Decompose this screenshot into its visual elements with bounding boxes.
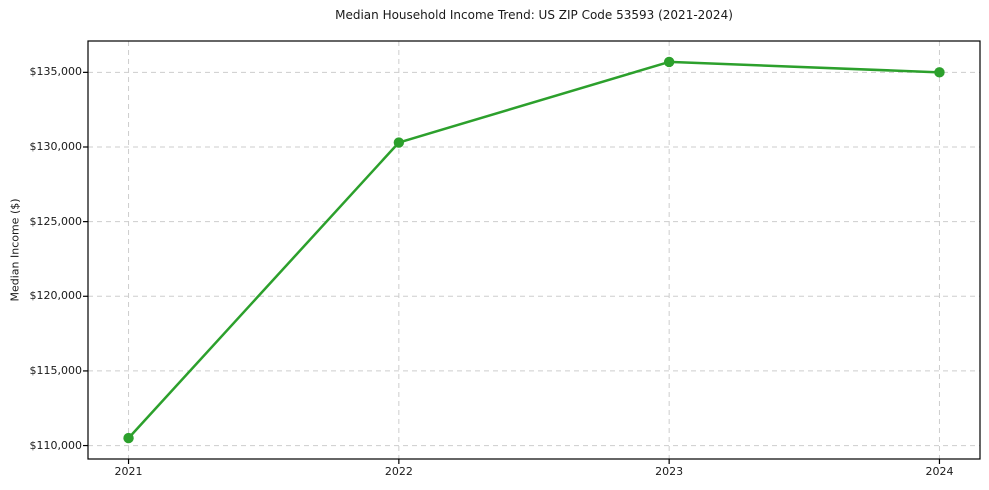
data-point-marker bbox=[393, 137, 405, 148]
x-tick-label: 2021 bbox=[114, 465, 143, 478]
x-tick-label: 2022 bbox=[384, 465, 413, 478]
x-tick-label: 2023 bbox=[655, 465, 684, 478]
y-tick-label: $120,000 bbox=[29, 289, 83, 303]
x-tick-label: 2024 bbox=[925, 465, 954, 478]
y-tick-label: $130,000 bbox=[29, 139, 83, 153]
data-point-marker bbox=[123, 432, 134, 444]
y-tick-label: $115,000 bbox=[29, 363, 83, 377]
chart-title: Median Household Income Trend: US ZIP Co… bbox=[335, 8, 733, 22]
y-tick-label: $110,000 bbox=[29, 438, 83, 452]
data-point-marker bbox=[663, 56, 675, 68]
axes-spines bbox=[87, 40, 981, 460]
income-trend-line bbox=[127, 60, 941, 440]
y-tick-label: $125,000 bbox=[29, 214, 83, 228]
data-point-marker bbox=[934, 67, 945, 78]
y-tick-label: $135,000 bbox=[29, 65, 83, 79]
